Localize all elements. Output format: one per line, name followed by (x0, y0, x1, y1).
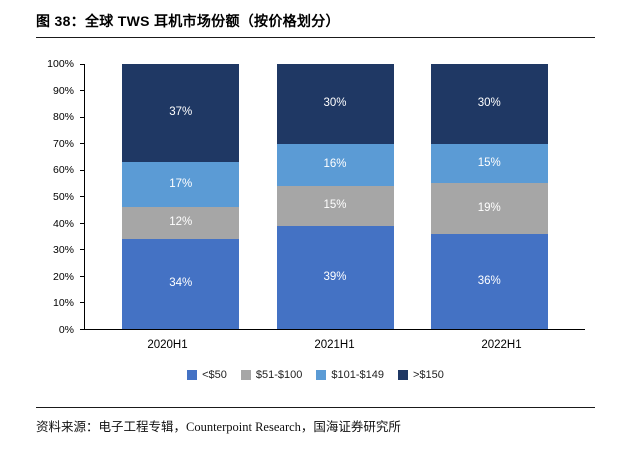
y-axis-tick-mark (80, 249, 84, 250)
y-axis-tick-label: 80% (52, 111, 74, 124)
segment-value-label: 15% (477, 156, 501, 169)
legend-swatch-icon (397, 370, 408, 380)
bar-segment: 17% (122, 162, 240, 208)
x-axis-category-label: 2020H1 (147, 339, 188, 351)
segment-value-label: 15% (323, 199, 347, 212)
segment-value-label: 16% (323, 157, 347, 170)
y-axis-tick-mark (80, 116, 84, 118)
legend-item: $51-$100 (240, 369, 303, 381)
stacked-bar-2021H1: 39% 15% 16% 30% (276, 64, 394, 329)
y-axis-tick-label: 100% (47, 58, 74, 70)
bar-segment: 36% (430, 233, 548, 329)
y-axis-tick-mark (80, 143, 84, 144)
segment-value-label: 36% (477, 274, 501, 287)
bar-segment: 30% (430, 64, 548, 144)
segment-value-label: 17% (169, 177, 193, 190)
y-axis-tick-mark (80, 63, 84, 65)
y-axis-tick-mark (80, 169, 84, 171)
y-axis-tick-label: 90% (52, 84, 74, 97)
stacked-bar-2020H1: 34% 12% 17% 37% (122, 64, 240, 329)
source-text: 资料来源：电子工程专辑，Counterpoint Research，国海证券研究… (36, 420, 401, 434)
y-axis-tick-mark (80, 302, 84, 303)
y-axis-tick-label: 10% (52, 297, 74, 310)
y-axis-tick-label: 20% (52, 270, 74, 283)
bar-segment: 39% (276, 225, 394, 329)
y-axis-tick-label: 70% (52, 137, 74, 150)
segment-value-label: 30% (323, 97, 347, 110)
legend-swatch-icon (316, 370, 327, 380)
legend-label: <$50 (202, 369, 227, 381)
y-axis-tick-label: 60% (52, 164, 74, 177)
segment-value-label: 37% (169, 106, 193, 119)
x-axis-category-label: 2022H1 (481, 339, 522, 351)
bar-segment: 30% (276, 64, 394, 144)
title-divider (36, 37, 595, 38)
y-axis-tick-mark (80, 196, 84, 197)
y-axis-tick-label: 50% (52, 191, 74, 203)
bar-segment: 19% (430, 183, 548, 234)
y-axis-tick-mark (80, 328, 84, 330)
bar-segment: 37% (122, 64, 240, 163)
legend-label: $51-$100 (255, 369, 303, 381)
plot-area: 34% 12% 17% 37% 39% 15% 16% 30% 36% 19% 15% 30% (80, 63, 585, 330)
y-axis-tick-label: 30% (52, 244, 74, 257)
y-axis-tick-mark (80, 275, 84, 277)
segment-value-label: 12% (169, 216, 193, 229)
x-axis-labels: 2020H1 2021H1 2022H1 (84, 339, 585, 351)
legend-label: >$150 (412, 369, 444, 381)
legend-swatch-icon (240, 370, 251, 380)
y-axis-tick-mark (80, 90, 84, 91)
legend-item: $101-$149 (316, 369, 384, 381)
bar-segment: 12% (122, 207, 240, 239)
bar-segment: 34% (122, 238, 240, 329)
legend-label: $101-$149 (331, 369, 384, 381)
y-axis-tick-label: 0% (58, 324, 74, 336)
stacked-bar-2022H1: 36% 19% 15% 30% (430, 64, 548, 329)
y-axis: 0% 10% 20% 30% 40% 50% 60% 70% 80% 90% 100% (26, 58, 78, 336)
figure-title: 图 38：全球 TWS 耳机市场份额（按价格划分） (36, 13, 340, 29)
segment-value-label: 19% (477, 201, 501, 214)
x-axis-category-label: 2021H1 (314, 339, 355, 351)
segment-value-label: 39% (323, 270, 347, 283)
bar-segment: 15% (276, 185, 394, 226)
legend: <$50 $51-$100 $101-$149 >$150 (0, 369, 631, 381)
legend-swatch-icon (187, 370, 198, 380)
y-axis-tick-label: 40% (52, 217, 74, 230)
legend-item: >$150 (397, 369, 444, 381)
segment-value-label: 30% (477, 97, 501, 110)
segment-value-label: 34% (169, 277, 193, 290)
legend-item: <$50 (187, 369, 227, 381)
y-axis-tick-mark (80, 222, 84, 224)
source-divider (36, 407, 595, 408)
bar-segment: 16% (276, 143, 394, 186)
bar-segment: 15% (430, 143, 548, 184)
